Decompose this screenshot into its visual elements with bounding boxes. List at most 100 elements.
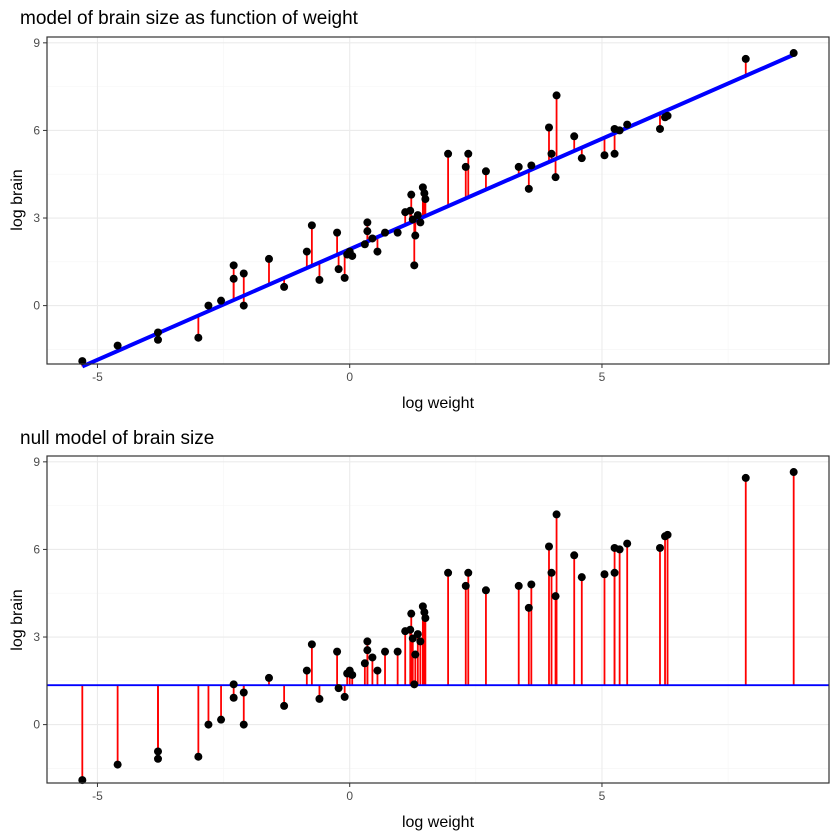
- data-point: [411, 231, 420, 240]
- data-point: [381, 228, 390, 237]
- data-point: [280, 282, 289, 291]
- data-point: [623, 539, 632, 548]
- data-point: [789, 468, 798, 477]
- x-axis-ticks: -5 0 5: [92, 364, 606, 384]
- data-point: [421, 614, 430, 623]
- data-point: [78, 357, 87, 366]
- data-point: [410, 680, 419, 689]
- data-point: [368, 653, 377, 662]
- x-tick-label: 5: [599, 370, 606, 384]
- data-point: [461, 162, 470, 171]
- data-points: [78, 49, 798, 366]
- data-point: [600, 151, 609, 160]
- data-point: [577, 154, 586, 163]
- data-point: [368, 234, 377, 243]
- data-point: [302, 666, 311, 675]
- data-point: [741, 54, 750, 63]
- data-point: [217, 715, 226, 724]
- data-point: [363, 646, 372, 655]
- y-tick-label: 6: [33, 123, 40, 137]
- data-point: [153, 335, 162, 344]
- data-point: [315, 275, 324, 284]
- data-point: [393, 647, 402, 656]
- data-point: [514, 162, 523, 171]
- chart-bottom: null model of brain size -5 0 5 0 3 6 9 log w…: [9, 428, 830, 831]
- panel-background: [47, 456, 829, 783]
- x-tick-label: -5: [92, 370, 103, 384]
- x-axis-label: log weight: [402, 395, 475, 412]
- data-point: [406, 206, 415, 215]
- data-point: [363, 218, 372, 227]
- grid-lines: [47, 37, 829, 364]
- x-tick-label: 5: [599, 789, 606, 803]
- data-point: [363, 227, 372, 236]
- y-axis-ticks: 0 3 6 9: [33, 36, 47, 313]
- data-point: [229, 680, 238, 689]
- data-point: [239, 688, 248, 697]
- panel-border: [46, 455, 830, 784]
- data-point: [524, 603, 533, 612]
- data-point: [413, 630, 422, 639]
- data-point: [663, 111, 672, 120]
- data-point: [741, 473, 750, 482]
- data-point: [302, 247, 311, 256]
- data-point: [113, 341, 122, 350]
- regression-line: [81, 52, 795, 369]
- data-point: [373, 247, 382, 256]
- data-point: [307, 221, 316, 230]
- panel-border: [46, 36, 830, 365]
- x-axis-ticks: -5 0 5: [92, 783, 606, 803]
- y-tick-label: 0: [33, 718, 40, 732]
- data-point: [527, 161, 536, 170]
- data-point: [239, 269, 248, 278]
- data-point: [194, 752, 203, 761]
- y-tick-label: 6: [33, 542, 40, 556]
- data-point: [514, 581, 523, 590]
- data-point: [407, 609, 416, 618]
- data-point: [406, 625, 415, 634]
- data-point: [239, 301, 248, 310]
- data-point: [340, 273, 349, 282]
- data-point: [360, 240, 369, 249]
- data-point: [481, 167, 490, 176]
- data-point: [600, 570, 609, 579]
- data-point: [360, 659, 369, 668]
- data-point: [373, 666, 382, 675]
- data-point: [610, 149, 619, 158]
- data-point: [393, 228, 402, 237]
- y-tick-label: 3: [33, 630, 40, 644]
- data-point: [551, 173, 560, 182]
- data-point: [334, 265, 343, 274]
- data-point: [204, 301, 213, 310]
- data-point: [527, 580, 536, 589]
- data-point: [280, 701, 289, 710]
- data-point: [315, 694, 324, 703]
- data-point: [78, 776, 87, 785]
- data-point: [570, 132, 579, 141]
- data-point: [153, 754, 162, 763]
- data-point: [552, 91, 561, 100]
- data-point: [416, 218, 425, 227]
- data-point: [444, 149, 453, 158]
- data-point: [464, 568, 473, 577]
- data-point: [348, 670, 357, 679]
- data-point: [413, 211, 422, 220]
- data-point: [153, 328, 162, 337]
- data-point: [363, 637, 372, 646]
- data-point: [239, 720, 248, 729]
- data-point: [663, 530, 672, 539]
- data-point: [655, 124, 664, 133]
- data-point: [524, 184, 533, 193]
- data-point: [229, 274, 238, 283]
- data-point: [204, 720, 213, 729]
- data-point: [444, 568, 453, 577]
- data-point: [547, 149, 556, 158]
- data-point: [194, 333, 203, 342]
- data-point: [551, 592, 560, 601]
- data-point: [264, 673, 273, 682]
- y-tick-label: 3: [33, 211, 40, 225]
- data-point: [461, 581, 470, 590]
- data-point: [577, 573, 586, 582]
- chart-title: model of brain size as function of weigh…: [20, 8, 359, 29]
- grid-lines: [47, 456, 829, 783]
